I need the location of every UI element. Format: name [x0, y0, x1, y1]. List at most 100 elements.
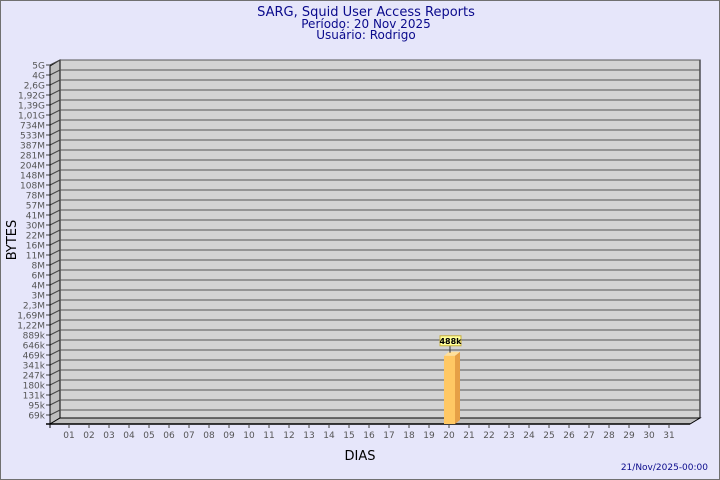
x-tick-label: 01 [63, 431, 74, 441]
y-tick-diagonal [49, 169, 61, 176]
chart-title: SARG, Squid User Access Reports [257, 5, 475, 20]
y-tick-diagonal [49, 229, 61, 236]
x-tick-label: 07 [183, 431, 194, 441]
y-tick-label: 889k [23, 332, 46, 342]
x-tick-label: 12 [283, 431, 294, 441]
x-tick-label: 04 [123, 431, 135, 441]
x-tick-label: 06 [163, 431, 175, 441]
y-tick-diagonal [49, 279, 61, 286]
x-tick-label: 28 [603, 431, 615, 441]
x-tick-label: 19 [423, 431, 435, 441]
y-tick-label: 281M [20, 152, 45, 162]
y-tick-diagonal [49, 199, 61, 206]
y-tick-diagonal [49, 359, 61, 366]
y-tick-label: 247k [23, 372, 46, 382]
y-tick-diagonal [49, 109, 61, 116]
y-tick-label: 469k [23, 352, 46, 362]
bar-front [444, 355, 455, 424]
y-tick-diagonal [49, 409, 61, 416]
y-tick-diagonal [49, 159, 61, 166]
x-tick-label: 31 [663, 431, 674, 441]
y-tick-label: 22M [26, 232, 45, 242]
y-tick-label: 16M [26, 242, 45, 252]
y-tick-diagonal [49, 99, 61, 106]
y-tick-label: 11M [26, 252, 45, 262]
y-tick-diagonal [49, 299, 61, 306]
y-tick-label: 41M [26, 212, 45, 222]
x-tick-label: 26 [563, 431, 575, 441]
x-tick-label: 10 [243, 431, 255, 441]
y-tick-diagonal [49, 79, 61, 86]
x-tick-label: 21 [463, 431, 474, 441]
x-tick-label: 18 [403, 431, 415, 441]
x-tick-label: 30 [643, 431, 655, 441]
y-tick-label: 4M [32, 282, 46, 292]
y-tick-diagonal [49, 289, 61, 296]
y-tick-diagonal [49, 129, 61, 136]
x-tick-label: 27 [583, 431, 594, 441]
y-tick-label: 533M [20, 132, 45, 142]
y-tick-label: 108M [20, 182, 45, 192]
y-tick-diagonal [49, 209, 61, 216]
y-tick-diagonal [49, 329, 61, 336]
y-axis-label: BYTES [5, 220, 20, 261]
y-tick-label: 5G [32, 62, 45, 72]
y-tick-diagonal [49, 309, 61, 316]
x-tick-label: 05 [143, 431, 154, 441]
y-tick-diagonal [49, 219, 61, 226]
y-tick-label: 1,01G [18, 112, 45, 122]
y-tick-diagonal [49, 179, 61, 186]
x-tick-label: 23 [503, 431, 514, 441]
x-tick-label: 14 [323, 431, 335, 441]
y-tick-diagonal [49, 59, 61, 66]
y-tick-label: 6M [32, 272, 46, 282]
y-tick-diagonal [49, 399, 61, 406]
y-tick-diagonal [49, 249, 61, 256]
y-tick-label: 2,3M [23, 302, 45, 312]
x-tick-label: 15 [343, 431, 354, 441]
y-tick-diagonal [49, 319, 61, 326]
plot-back-wall [59, 59, 701, 419]
y-tick-label: 387M [20, 142, 45, 152]
x-axis-label: DIAS [345, 449, 376, 464]
y-tick-diagonal [49, 259, 61, 266]
y-tick-label: 4G [32, 72, 45, 82]
x-tick-label: 22 [483, 431, 494, 441]
y-tick-label: 148M [20, 172, 45, 182]
x-tick-label: 16 [363, 431, 375, 441]
y-tick-label: 1,92G [18, 92, 45, 102]
x-tick-label: 29 [623, 431, 635, 441]
chart-subtitle: Período: 20 Nov 2025 [301, 17, 430, 31]
y-tick-diagonal [49, 119, 61, 126]
y-tick-label: 204M [20, 162, 45, 172]
y-tick-label: 57M [26, 202, 45, 212]
y-tick-label: 8M [32, 262, 46, 272]
y-tick-label: 69k [28, 412, 45, 422]
y-tick-diagonal [49, 369, 61, 376]
y-tick-label: 180k [23, 382, 46, 392]
y-tick-diagonal [49, 149, 61, 156]
y-tick-label: 1,22M [17, 322, 45, 332]
y-tick-label: 78M [26, 192, 45, 202]
y-tick-diagonal [49, 339, 61, 346]
y-tick-label: 734M [20, 122, 45, 132]
y-tick-label: 30M [26, 222, 45, 232]
y-tick-diagonal [49, 139, 61, 146]
y-tick-label: 3M [32, 292, 46, 302]
y-tick-diagonal [49, 189, 61, 196]
y-tick-diagonal [49, 379, 61, 386]
x-tick-label: 09 [223, 431, 235, 441]
y-tick-label: 341k [23, 362, 46, 372]
y-tick-label: 1,69M [17, 312, 45, 322]
x-tick-label: 11 [263, 431, 274, 441]
bar-side [455, 351, 460, 424]
footer-timestamp: 21/Nov/2025-00:00 [621, 463, 708, 473]
chart-subtitle: Usuário: Rodrigo [316, 28, 415, 42]
x-tick-label: 24 [523, 431, 535, 441]
y-tick-diagonal [49, 89, 61, 96]
bar-top [444, 351, 460, 356]
y-tick-diagonal [49, 269, 61, 276]
y-tick-diagonal [49, 69, 61, 76]
